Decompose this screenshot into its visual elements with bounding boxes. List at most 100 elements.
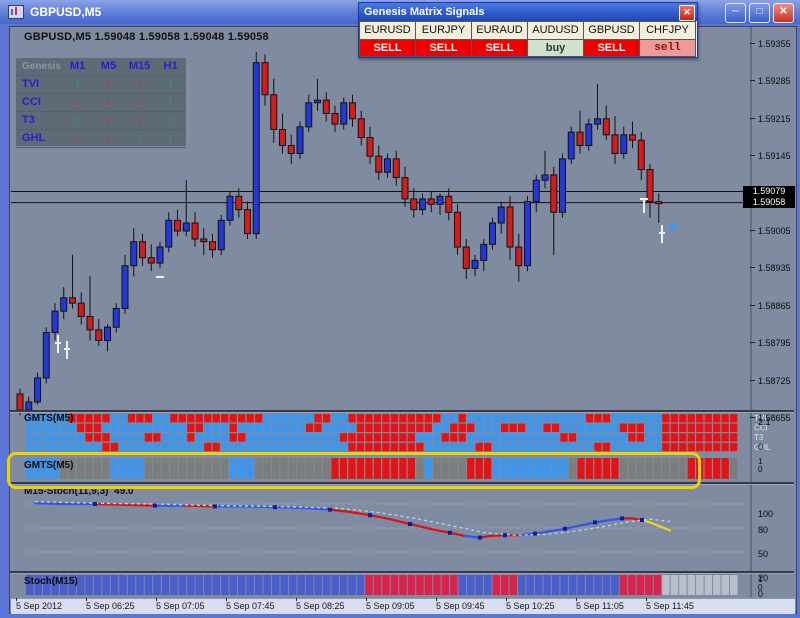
- down-arrow-icon: ↓: [105, 78, 112, 90]
- down-arrow-icon: ↓: [74, 132, 81, 144]
- price-tick: 1.59145: [750, 151, 791, 161]
- stoch-point-marker: [273, 505, 277, 510]
- up-arrow-icon: ↑: [167, 132, 174, 144]
- pair-signal: SELL: [359, 40, 415, 57]
- down-arrow-icon: ↓: [74, 96, 81, 108]
- popup-titlebar[interactable]: Genesis Matrix Signals ✕: [359, 3, 697, 21]
- pair-signal: SELL: [471, 40, 527, 57]
- price-tick: 1.59215: [750, 114, 791, 124]
- down-arrow-icon: ↓: [105, 96, 112, 108]
- stoch-signal-line: [34, 500, 671, 536]
- gmts2-scale-bottom: 0: [758, 465, 763, 474]
- stoch-scale-tick: 0: [758, 589, 764, 599]
- white-marker-icon: [55, 335, 61, 353]
- stoch-point-marker: [503, 533, 507, 538]
- price-tick: 1.58725: [750, 376, 791, 386]
- time-axis-label: 5 Sep 07:45: [226, 598, 275, 611]
- panel-separator[interactable]: [10, 410, 794, 413]
- popup-title: Genesis Matrix Signals: [364, 6, 485, 18]
- panel-separator[interactable]: [10, 571, 794, 574]
- gmatrix-row-cci: CCI ↓ ↓ ↓ ↑: [16, 94, 186, 112]
- stoch-scale-tick: 100: [758, 509, 774, 519]
- stoch-point-marker: [533, 531, 537, 536]
- pair-symbol: CHFJPY: [639, 21, 696, 40]
- maximize-button[interactable]: □: [749, 3, 770, 23]
- stoch-scale-tick: 20: [758, 573, 769, 583]
- minimize-button[interactable]: ─: [725, 3, 746, 23]
- time-axis-label: 5 Sep 09:45: [436, 598, 485, 611]
- pair-signal: SELL: [415, 40, 471, 57]
- pair-signal: sell: [639, 40, 696, 57]
- time-axis-label: 5 Sep 06:25: [86, 598, 135, 611]
- stoch-line-label: M15-Stoch(11,9,3) 49.0: [24, 486, 134, 497]
- stoch-main-line: [33, 502, 672, 539]
- gmts1-scale-bottom: 0: [758, 442, 764, 452]
- gmts2-label: GMTS(M5): [24, 460, 74, 471]
- stoch-point-marker: [620, 516, 624, 521]
- stoch-point-marker: [93, 502, 97, 506]
- current-price-badge: 1.59058: [743, 197, 795, 209]
- pair-symbol: EURJPY: [415, 21, 471, 40]
- white-marker-icon: [640, 198, 648, 213]
- time-axis-label: 5 Sep 11:05: [576, 598, 624, 611]
- up-arrow-icon: ↑: [136, 132, 143, 144]
- pair-symbol: EURUSD: [359, 21, 415, 40]
- stoch-point-marker: [153, 503, 157, 508]
- price-tick: 1.59005: [750, 226, 791, 236]
- price-tick: 1.59355: [750, 39, 791, 49]
- close-button[interactable]: ✕: [773, 3, 794, 23]
- stoch-point-marker: [408, 522, 412, 526]
- stoch-bars-label: Stoch(M15): [24, 576, 78, 587]
- stoch-point-marker: [640, 518, 644, 522]
- chart-client-area[interactable]: GBPUSD,M5 1.59048 1.59058 1.59048 1.5905…: [7, 26, 797, 614]
- up-arrow-icon: ↑: [167, 114, 174, 126]
- popup-close-icon[interactable]: ✕: [679, 5, 695, 21]
- genesis-signals-popup[interactable]: Genesis Matrix Signals ✕ EURUSD EURJPY EUR…: [358, 2, 698, 58]
- pair-signal: SELL: [583, 40, 639, 57]
- popup-pairs-header: EURUSD EURJPY EURAUD AUDUSD GBPUSD CHFJPY: [359, 21, 697, 40]
- popup-pairs-signals: SELL SELL SELL buy SELL sell: [359, 40, 697, 57]
- highlight-rectangle[interactable]: [7, 452, 701, 489]
- time-axis-label: 5 Sep 2012: [16, 598, 62, 611]
- time-axis-label: 5 Sep 11:45: [646, 598, 694, 611]
- current-price-badge: 1.59079: [743, 185, 795, 197]
- time-axis-label: 5 Sep 07:05: [156, 598, 205, 611]
- candlestick-series: [16, 52, 663, 419]
- gmatrix-row-t3: T3 ↑ ↓ ↓ ↑: [16, 112, 186, 130]
- down-arrow-icon: ↓: [136, 114, 143, 126]
- down-arrow-icon: ↓: [136, 96, 143, 108]
- stoch-bars-scale-bottom: 0: [758, 583, 763, 592]
- chart-ohlc-header: GBPUSD,M5 1.59048 1.59058 1.59048 1.5905…: [24, 31, 269, 43]
- panel-separator[interactable]: [10, 482, 794, 485]
- price-tick: 1.58795: [750, 338, 791, 348]
- time-axis[interactable]: 5 Sep 2012 5 Sep 06:25 5 Sep 07:05 5 Sep 07…: [11, 598, 795, 614]
- down-arrow-icon: ↓: [105, 114, 112, 126]
- window-title: GBPUSD,M5: [30, 5, 102, 19]
- genesis-matrix-panel: Genesis M1 M5 M15 H1 TVI ↑ ↓ ↓ ↑ CCI ↓ ↓ ↓ ↑ T3 ↑ ↓ ↓ ↑ GHL ↓…: [16, 58, 186, 148]
- last-close-marker: [670, 224, 676, 230]
- gmts1-label: GMTS(M5): [24, 413, 74, 424]
- gmts1-row-label: GHL: [754, 443, 771, 452]
- up-arrow-icon: ↑: [167, 78, 174, 90]
- stoch-bars-scale-top: 1: [758, 575, 763, 584]
- gmatrix-row-ghl: GHL ↓ ↓ ↑ ↑: [16, 130, 186, 148]
- pair-signal: buy: [527, 40, 583, 57]
- gmts2-scale-top: 1: [758, 457, 763, 466]
- gmts1-row-label: CCI: [754, 424, 768, 433]
- gmts1-row-tvi: [26, 414, 738, 423]
- chart-window-icon: [8, 5, 24, 19]
- gmts1-row-label: TVI: [754, 414, 766, 423]
- down-arrow-icon: ↓: [105, 132, 112, 144]
- price-tick: 1.58655: [750, 413, 791, 423]
- gmts1-row-label: T3: [754, 433, 764, 442]
- pair-symbol: GBPUSD: [583, 21, 639, 40]
- stoch-point-marker: [478, 535, 482, 540]
- white-marker-icon: [64, 341, 70, 359]
- gmts1-row-cci: [26, 423, 738, 432]
- time-axis-label: 5 Sep 10:25: [506, 598, 555, 611]
- stoch-point-marker: [328, 507, 332, 512]
- time-axis-label: 5 Sep 09:05: [366, 598, 415, 611]
- gmatrix-row-tvi: TVI ↑ ↓ ↓ ↑: [16, 76, 186, 94]
